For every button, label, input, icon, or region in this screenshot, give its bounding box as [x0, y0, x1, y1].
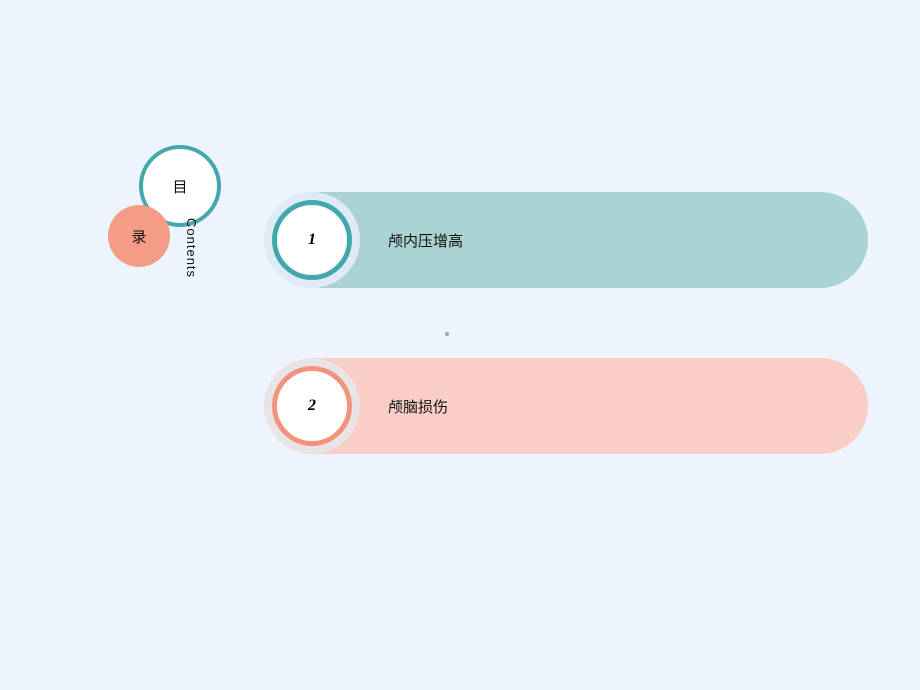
toc-item-1-label: 颅内压增高	[388, 230, 463, 251]
toc-item-1: 1 颅内压增高	[268, 192, 868, 288]
toc-item-2: 2 颅脑损伤	[268, 358, 868, 454]
toc-item-2-number: 2	[272, 366, 352, 446]
toc-circle-mu-text: 目	[172, 176, 187, 197]
toc-subtitle: Contents	[184, 218, 199, 278]
toc-item-1-number: 1	[272, 200, 352, 280]
toc-circle-lu-text: 录	[131, 226, 146, 247]
toc-circle-lu: 录	[108, 205, 170, 267]
separator-dot	[445, 332, 449, 336]
toc-item-1-badge: 1	[264, 192, 360, 288]
toc-item-2-label: 颅脑损伤	[388, 396, 448, 417]
toc-item-2-badge: 2	[264, 358, 360, 454]
